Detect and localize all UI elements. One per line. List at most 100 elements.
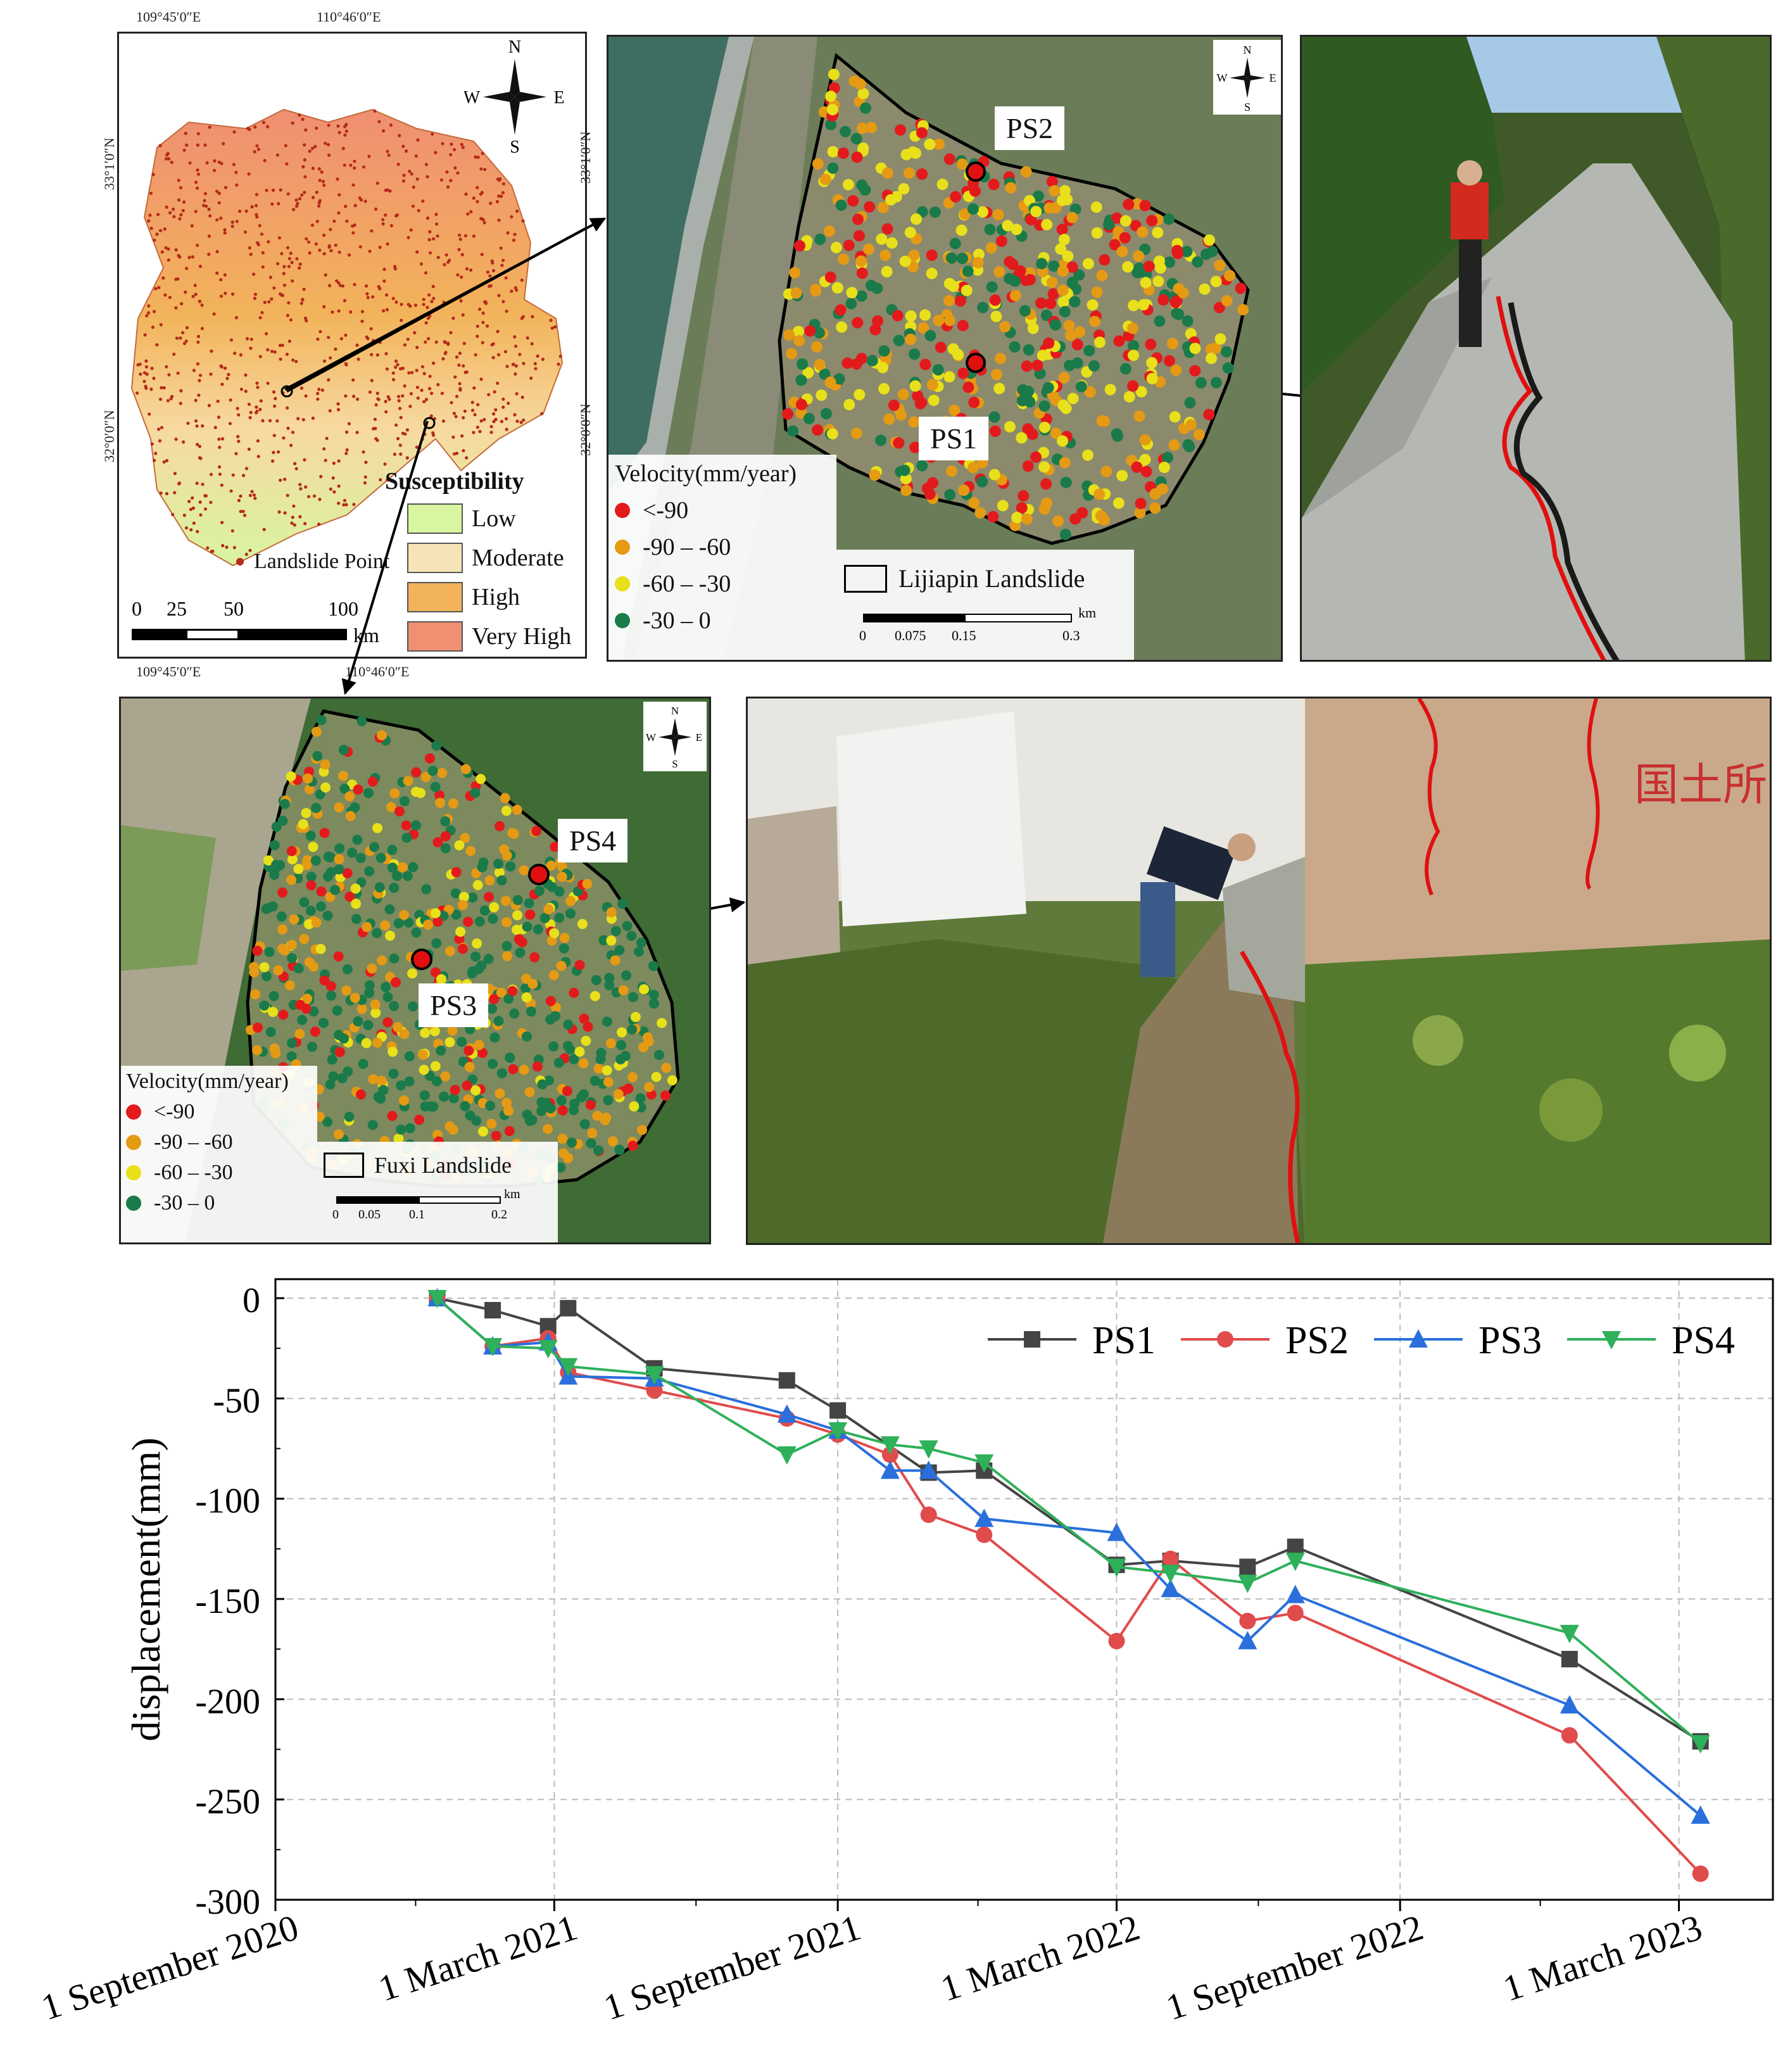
landslide-point — [393, 265, 397, 268]
landslide-point — [453, 452, 457, 456]
velocity-point — [855, 255, 867, 267]
landslide-point — [154, 287, 158, 291]
velocity-point — [501, 941, 512, 951]
landslide-point — [208, 125, 211, 129]
velocity-point — [322, 1116, 332, 1127]
landslide-point — [317, 522, 321, 526]
landslide-point — [489, 431, 493, 434]
landslide-point — [320, 388, 324, 392]
velocity-point — [503, 994, 514, 1004]
svg-text:N: N — [671, 705, 679, 717]
velocity-point — [1170, 364, 1182, 376]
susceptibility-legend: Low Moderate High Very High — [407, 501, 571, 652]
landslide-point — [173, 491, 177, 495]
landslide-point — [344, 363, 348, 367]
landslide-point — [398, 367, 403, 371]
landslide-point — [280, 251, 284, 256]
velocity-point — [325, 981, 336, 992]
velocity-point — [286, 875, 297, 885]
velocity-point — [842, 179, 854, 191]
velocity-point — [1069, 296, 1081, 308]
landslide-point — [239, 388, 243, 391]
lijiapin-coord-left-2: 32°0′0″N — [577, 403, 593, 456]
landslide-point — [515, 288, 519, 292]
landslide-point — [370, 379, 374, 382]
landslide-point — [343, 125, 347, 129]
velocity-point — [1116, 470, 1128, 482]
velocity-point — [962, 265, 974, 277]
velocity-point — [587, 1128, 598, 1139]
velocity-point — [957, 320, 969, 332]
velocity-point — [582, 878, 593, 889]
velocity-point — [521, 973, 532, 984]
velocity-point — [989, 426, 1001, 437]
landslide-point — [180, 331, 185, 334]
velocity-point — [338, 745, 349, 755]
landslide-point — [179, 389, 183, 393]
velocity-point — [648, 961, 659, 971]
landslide-point — [462, 449, 465, 453]
landslide-point — [174, 438, 178, 441]
landslide-point — [255, 204, 258, 208]
velocity-point — [837, 147, 849, 159]
person-figure-2 — [1146, 826, 1236, 900]
road-crack-line — [1496, 296, 1606, 660]
landslide-point — [440, 391, 444, 395]
landslide-point — [255, 381, 259, 385]
velocity-point — [448, 798, 458, 809]
landslide-point — [530, 342, 534, 346]
velocity-point — [643, 1036, 654, 1047]
velocity-point — [310, 856, 321, 866]
velocity-point — [387, 845, 398, 856]
landslide-point — [374, 403, 378, 407]
velocity-point — [819, 174, 831, 186]
landslide-point — [501, 397, 505, 401]
landslide-point — [160, 250, 164, 254]
velocity-point — [1146, 357, 1158, 369]
velocity-point — [833, 373, 845, 385]
landslide-point — [427, 237, 431, 242]
data-point-ps1 — [829, 1402, 847, 1419]
landslide-point — [500, 420, 504, 424]
data-point-ps1 — [778, 1372, 795, 1389]
velocity-point — [1074, 326, 1086, 338]
landslide-point — [367, 155, 371, 158]
velocity-point — [344, 1111, 355, 1122]
series-ps4 — [427, 1290, 1710, 1753]
data-point-ps2 — [1108, 1633, 1125, 1650]
landslide-point — [255, 405, 258, 409]
landslide-point — [455, 395, 459, 398]
velocity-point — [574, 959, 585, 970]
velocity-point — [1059, 185, 1071, 197]
velocity-point — [557, 1134, 568, 1144]
landslide-point — [455, 355, 459, 359]
velocity-point — [1036, 258, 1048, 270]
velocity-point — [639, 984, 649, 995]
landslide-point — [434, 212, 438, 217]
landslide-point — [453, 166, 457, 170]
landslide-point — [252, 272, 256, 276]
landslide-point — [379, 478, 382, 482]
landslide-point — [178, 255, 182, 259]
velocity-point — [1126, 322, 1138, 334]
velocity-point — [460, 833, 470, 843]
velocity-point — [318, 1018, 329, 1028]
landslide-point — [424, 163, 428, 167]
velocity-point — [989, 294, 1001, 306]
velocity-point — [474, 916, 485, 927]
landslide-point — [397, 399, 401, 403]
velocity-point — [1049, 185, 1061, 197]
landslide-point — [282, 265, 286, 268]
velocity-point — [933, 315, 945, 327]
velocity-point — [911, 213, 922, 225]
susceptibility-map: N S W E Susceptibility Low Moderate High… — [117, 32, 587, 659]
velocity-point — [458, 944, 468, 954]
landslide-point — [215, 271, 219, 275]
landslide-point — [401, 179, 405, 183]
velocity-point — [389, 883, 400, 893]
landslide-point — [409, 392, 413, 396]
velocity-point — [830, 242, 842, 253]
velocity-point — [958, 484, 970, 496]
landslide-point — [282, 272, 286, 275]
x-axis: 1 September 2020 1 March 2021 1 September … — [37, 1900, 1707, 2028]
